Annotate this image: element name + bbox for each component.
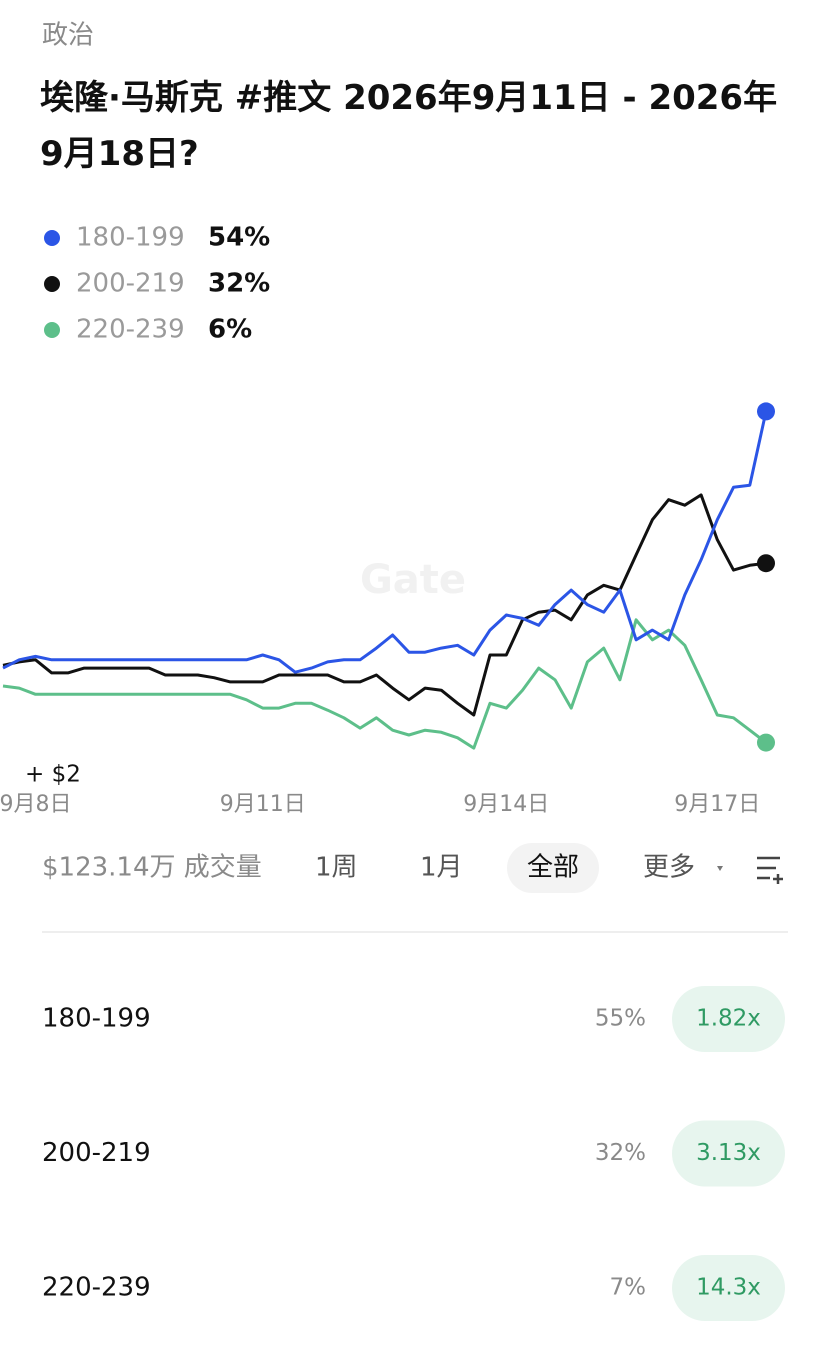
end-dot (757, 554, 775, 573)
legend-name: 200-219 (76, 269, 185, 299)
buy-multiplier[interactable]: 14.3x (696, 1275, 761, 1301)
legend-dot (44, 230, 60, 246)
filter-icon[interactable] (757, 856, 783, 884)
buy-multiplier[interactable]: 1.82x (696, 1006, 761, 1032)
series-line (2, 618, 767, 750)
tab[interactable]: 1周 (315, 853, 358, 883)
legend-dot (44, 276, 60, 292)
more-button[interactable]: 更多 (643, 853, 695, 883)
legend-value: 54% (208, 223, 270, 253)
end-dot (757, 402, 775, 421)
buy-button[interactable] (672, 986, 785, 1052)
series-line (2, 411, 768, 674)
legend-name: 220-239 (76, 315, 185, 345)
x-tick-label: 9月17日 (674, 792, 760, 817)
outcome-percent: 7% (610, 1275, 647, 1301)
outcome-name: 220-239 (42, 1273, 151, 1303)
buy-multiplier[interactable]: 3.13x (696, 1140, 761, 1166)
tab-selected-bg[interactable] (507, 843, 599, 893)
series-line (2, 493, 767, 717)
outcome-name: 180-199 (42, 1004, 151, 1034)
outcome-percent: 55% (595, 1006, 646, 1032)
watermark: Gate (360, 557, 466, 603)
outcome-percent: 32% (595, 1140, 646, 1166)
outcome-name: 200-219 (42, 1138, 151, 1168)
buy-button[interactable] (672, 1255, 785, 1321)
category: 政治 (42, 21, 94, 51)
volume: $123.14万 成交量 (42, 853, 262, 883)
tab[interactable]: 全部 (527, 853, 579, 883)
x-tick-label: 9月11日 (220, 792, 306, 817)
annotation: + $2 (25, 762, 81, 788)
legend-value: 32% (208, 269, 270, 299)
legend-value: 6% (208, 315, 252, 345)
legend-name: 180-199 (76, 223, 185, 253)
tab[interactable]: 1月 (420, 853, 463, 883)
title-box: 埃隆·马斯克 #推文 2026年9月11日 - 2026年9月18日? (40, 78, 778, 174)
end-dot (757, 733, 775, 752)
title: 埃隆·马斯克 #推文 2026年9月11日 - 2026年9月18日? (40, 78, 778, 174)
x-tick-label: 9月14日 (463, 792, 549, 817)
buy-button[interactable] (672, 1120, 785, 1187)
x-tick-label: 9月8日 (0, 792, 71, 817)
dropdown-arrow[interactable] (717, 866, 723, 871)
legend-dot (44, 322, 60, 338)
